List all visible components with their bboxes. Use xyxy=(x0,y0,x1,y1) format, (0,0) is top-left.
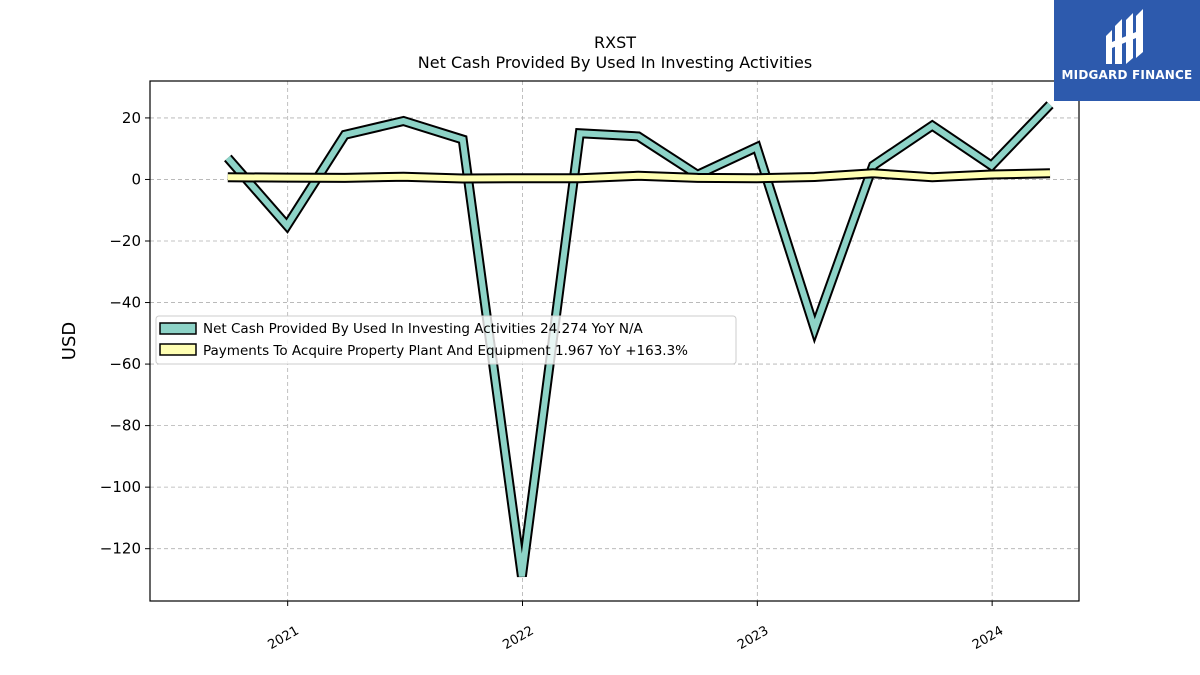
y-axis-label: USD xyxy=(59,322,80,360)
chart-subtitle: Net Cash Provided By Used In Investing A… xyxy=(418,53,812,72)
x-tick-label: 2024 xyxy=(970,623,1006,653)
series-1 xyxy=(227,168,1051,184)
x-tick-label: 2022 xyxy=(500,623,536,653)
y-tick-label: −60 xyxy=(109,355,141,373)
legend-box xyxy=(155,315,737,365)
x-tick-label: 2023 xyxy=(735,623,771,653)
brand-logo: MIDGARD FINANCE xyxy=(1054,0,1200,101)
y-tick-label: −120 xyxy=(100,540,141,558)
legend-label-net-cash: Net Cash Provided By Used In Investing A… xyxy=(203,321,644,337)
series-layer xyxy=(224,101,1054,578)
legend-swatch-net-cash xyxy=(159,322,197,335)
legend-swatch-ppe xyxy=(159,343,197,356)
y-tick-label: −40 xyxy=(109,294,141,312)
y-tick-label: −80 xyxy=(109,417,141,435)
x-tick-label: 2021 xyxy=(266,623,302,653)
y-tick-label: 20 xyxy=(122,109,141,127)
y-tick-label: 0 xyxy=(131,170,141,188)
plot-frame xyxy=(149,80,1080,602)
logo-mark-icon xyxy=(1106,9,1143,64)
chart-title: RXST xyxy=(594,33,636,52)
series-line xyxy=(225,102,1053,577)
y-tick-label: −100 xyxy=(100,478,141,496)
x-axis: 2021 2022 2023 2024 xyxy=(266,601,1006,653)
series-line xyxy=(227,170,1051,182)
series-0 xyxy=(224,101,1054,578)
legend: Net Cash Provided By Used In Investing A… xyxy=(155,315,737,365)
y-tick-label: −20 xyxy=(109,232,141,250)
legend-label-ppe: Payments To Acquire Property Plant And E… xyxy=(203,343,688,359)
y-axis: 20 0 −20 −40 −60 −80 −100 −120 xyxy=(100,109,150,558)
logo-text: MIDGARD FINANCE xyxy=(1061,68,1193,82)
